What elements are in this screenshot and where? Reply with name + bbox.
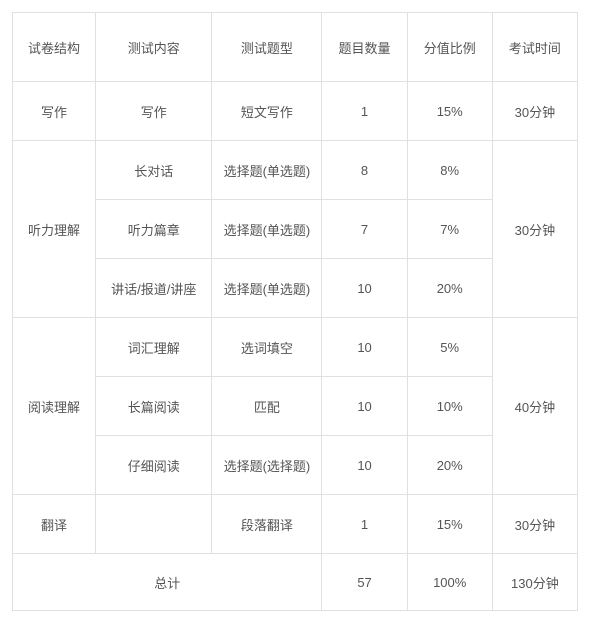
cell-count: 1	[322, 82, 407, 141]
header-content: 测试内容	[96, 13, 212, 82]
header-count: 题目数量	[322, 13, 407, 82]
cell-structure: 听力理解	[13, 141, 96, 318]
cell-structure: 阅读理解	[13, 318, 96, 495]
cell-percent: 15%	[407, 495, 492, 554]
cell-time: 30分钟	[492, 495, 577, 554]
table-row: 阅读理解 词汇理解 选词填空 10 5% 40分钟	[13, 318, 578, 377]
cell-percent: 20%	[407, 436, 492, 495]
cell-percent: 10%	[407, 377, 492, 436]
cell-type: 匹配	[212, 377, 322, 436]
cell-type: 选择题(单选题)	[212, 200, 322, 259]
cell-content	[96, 495, 212, 554]
cell-type: 短文写作	[212, 82, 322, 141]
header-time: 考试时间	[492, 13, 577, 82]
cell-total-percent: 100%	[407, 554, 492, 611]
cell-count: 10	[322, 377, 407, 436]
table-row: 翻译 段落翻译 1 15% 30分钟	[13, 495, 578, 554]
cell-type: 选择题(选择题)	[212, 436, 322, 495]
cell-count: 10	[322, 318, 407, 377]
cell-type: 选择题(单选题)	[212, 259, 322, 318]
cell-time: 30分钟	[492, 82, 577, 141]
cell-percent: 5%	[407, 318, 492, 377]
header-structure: 试卷结构	[13, 13, 96, 82]
cell-content: 讲话/报道/讲座	[96, 259, 212, 318]
cell-total-label: 总计	[13, 554, 322, 611]
cell-percent: 20%	[407, 259, 492, 318]
header-percent: 分值比例	[407, 13, 492, 82]
table-row: 听力理解 长对话 选择题(单选题) 8 8% 30分钟	[13, 141, 578, 200]
header-type: 测试题型	[212, 13, 322, 82]
cell-percent: 7%	[407, 200, 492, 259]
cell-content: 长对话	[96, 141, 212, 200]
cell-content: 长篇阅读	[96, 377, 212, 436]
cell-content: 写作	[96, 82, 212, 141]
cell-content: 词汇理解	[96, 318, 212, 377]
cell-count: 10	[322, 436, 407, 495]
cell-content: 听力篇章	[96, 200, 212, 259]
cell-type: 选择题(单选题)	[212, 141, 322, 200]
cell-count: 10	[322, 259, 407, 318]
exam-structure-table: 试卷结构 测试内容 测试题型 题目数量 分值比例 考试时间 写作 写作 短文写作…	[12, 12, 578, 611]
cell-percent: 8%	[407, 141, 492, 200]
table-row: 写作 写作 短文写作 1 15% 30分钟	[13, 82, 578, 141]
cell-total-time: 130分钟	[492, 554, 577, 611]
table-total-row: 总计 57 100% 130分钟	[13, 554, 578, 611]
cell-total-count: 57	[322, 554, 407, 611]
cell-time: 40分钟	[492, 318, 577, 495]
cell-structure: 翻译	[13, 495, 96, 554]
cell-type: 段落翻译	[212, 495, 322, 554]
cell-time: 30分钟	[492, 141, 577, 318]
table-header-row: 试卷结构 测试内容 测试题型 题目数量 分值比例 考试时间	[13, 13, 578, 82]
cell-count: 8	[322, 141, 407, 200]
cell-count: 7	[322, 200, 407, 259]
cell-structure: 写作	[13, 82, 96, 141]
cell-content: 仔细阅读	[96, 436, 212, 495]
cell-percent: 15%	[407, 82, 492, 141]
cell-type: 选词填空	[212, 318, 322, 377]
cell-count: 1	[322, 495, 407, 554]
